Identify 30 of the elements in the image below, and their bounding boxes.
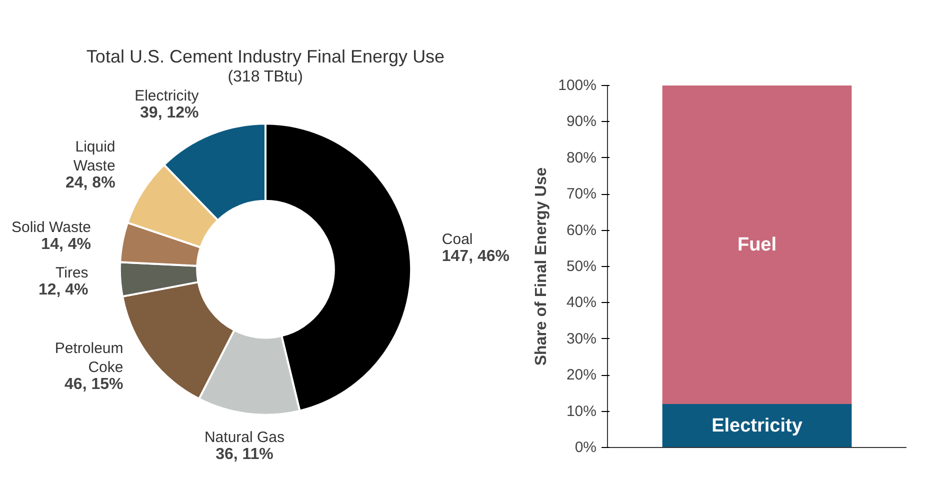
y-tick-label: 80%: [566, 149, 597, 166]
y-tick-label: 70%: [566, 186, 597, 203]
slice-label: Coal: [442, 231, 473, 248]
y-tick-label: 10%: [566, 402, 597, 420]
y-tick-label: 20%: [566, 366, 597, 384]
y-tick-label: 30%: [566, 330, 597, 348]
chart-subtitle: (318 TBtu): [228, 68, 304, 86]
slice-label: Liquid Waste: [73, 138, 116, 174]
data-label: 147, 46%: [442, 248, 510, 266]
y-tick-label: 100%: [558, 77, 597, 94]
series-label: Electricity: [712, 415, 803, 436]
y-tick-label: 0%: [574, 439, 597, 456]
data-label: 36, 11%: [216, 446, 274, 463]
chart-title: Total U.S. Cement Industry Final Energy Use: [86, 46, 445, 66]
data-label: 24, 8%: [65, 174, 116, 192]
y-tick-label: 90%: [566, 113, 597, 130]
slice-label: Natural Gas: [204, 428, 285, 446]
slice-label: Petroleum Coke: [54, 340, 124, 376]
data-label: 14, 4%: [41, 236, 91, 254]
y-tick-label: 60%: [566, 222, 597, 239]
y-tick-label: 50%: [566, 258, 597, 275]
y-axis-title: Share of Final Energy Use: [533, 167, 550, 366]
y-tick-label: 40%: [566, 294, 597, 312]
data-label: 39, 12%: [140, 104, 199, 122]
slice-label: Tires: [56, 264, 88, 282]
series-label: Fuel: [737, 234, 777, 256]
slice-label: Solid Waste: [12, 219, 91, 236]
data-label: 46, 15%: [64, 376, 124, 393]
slice-label: Electricity: [134, 87, 200, 104]
data-label: 12, 4%: [38, 282, 88, 299]
